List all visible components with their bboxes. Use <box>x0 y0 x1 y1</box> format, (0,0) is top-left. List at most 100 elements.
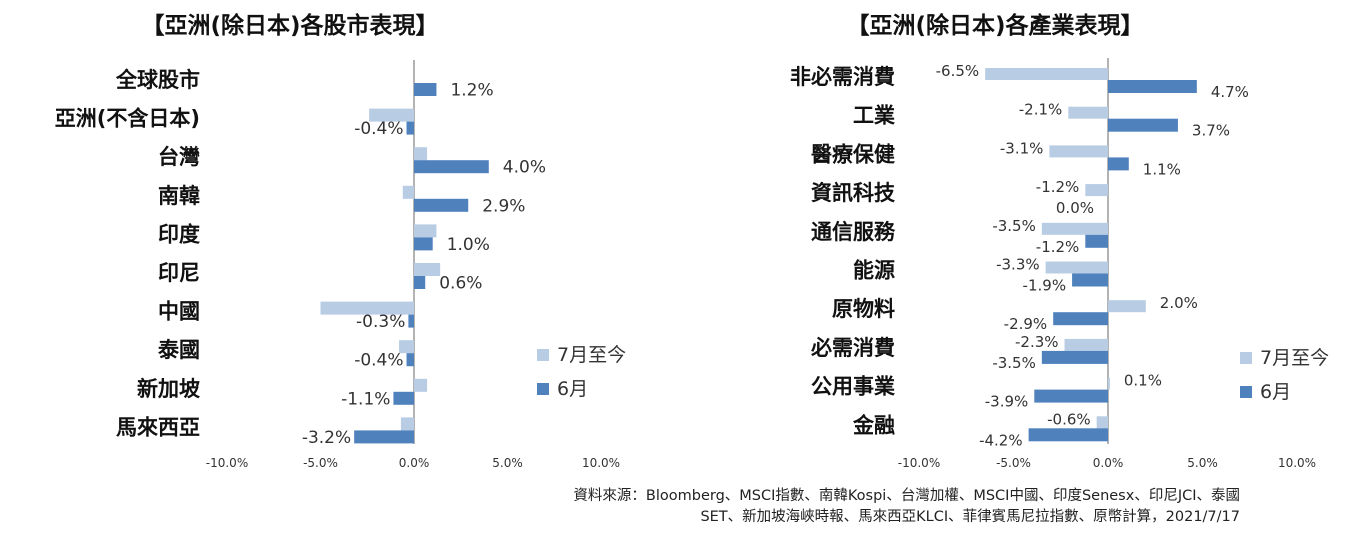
category-label: 南韓 <box>158 184 200 208</box>
category-label: 台灣 <box>158 145 200 169</box>
data-label-7m-to-date: -2.3% <box>1015 333 1059 351</box>
data-label-june: 3.7% <box>1192 122 1230 140</box>
x-tick-label: 5.0% <box>492 456 523 470</box>
data-label-june: -4.2% <box>979 431 1023 449</box>
data-label-7m-to-date: 2.0% <box>1160 294 1198 312</box>
category-label: 金融 <box>852 413 895 437</box>
data-label-june: 4.0% <box>503 158 546 178</box>
bar-7m-to-date <box>1045 261 1108 274</box>
data-label-june: -3.9% <box>985 393 1029 411</box>
data-label-7m-to-date: -0.6% <box>1047 410 1091 428</box>
category-label: 必需消費 <box>811 336 895 360</box>
bar-june <box>414 198 469 212</box>
x-tick-label: 0.0% <box>399 456 430 470</box>
bar-7m-to-date <box>1108 300 1146 313</box>
data-label-june: -2.9% <box>1004 315 1048 333</box>
bar-june <box>408 314 414 328</box>
bar-june <box>414 83 437 96</box>
x-tick-label: -10.0% <box>206 456 248 470</box>
bar-7m-to-date <box>414 378 428 392</box>
bar-june <box>1072 273 1108 287</box>
source-line-1: 資料來源：Bloomberg、MSCI指數、南韓Kospi、台灣加權、MSCI中… <box>573 488 1240 504</box>
data-label-7m-to-date: -6.5% <box>936 62 980 80</box>
legend-label-7m-to-date: 7月至今 <box>1260 347 1329 369</box>
data-label-june: -0.3% <box>356 312 405 332</box>
bar-june <box>406 121 414 135</box>
bar-7m-to-date <box>399 340 414 354</box>
category-label: 印度 <box>158 222 200 246</box>
category-label: 工業 <box>853 104 896 128</box>
data-label-june: -1.1% <box>341 389 390 409</box>
bar-june <box>1034 389 1108 403</box>
data-label-june: -1.2% <box>1036 238 1080 256</box>
bar-june <box>1108 118 1178 132</box>
bar-7m-to-date <box>402 185 414 199</box>
bar-june <box>393 391 414 405</box>
bar-7m-to-date <box>1041 222 1108 235</box>
category-label: 泰國 <box>157 338 200 362</box>
category-label: 通信服務 <box>811 220 896 244</box>
x-tick-label: 10.0% <box>1278 456 1316 470</box>
source-note: 資料來源：Bloomberg、MSCI指數、南韓Kospi、台灣加權、MSCI中… <box>0 486 1240 528</box>
category-label: 公用事業 <box>811 375 896 399</box>
data-label-june: -3.2% <box>302 428 351 448</box>
bar-7m-to-date <box>1049 145 1108 158</box>
bar-june <box>414 160 489 174</box>
category-label: 中國 <box>158 300 200 324</box>
x-tick-label: -10.0% <box>898 456 940 470</box>
category-label: 馬來西亞 <box>116 415 200 439</box>
bar-7m-to-date <box>1085 184 1108 197</box>
data-label-june: 4.7% <box>1211 83 1249 101</box>
legend-swatch-june <box>537 383 549 395</box>
data-label-7m-to-date: -3.3% <box>996 256 1040 274</box>
x-tick-label: -5.0% <box>303 456 338 470</box>
bar-june <box>1053 312 1108 326</box>
category-label: 非必需消費 <box>790 65 895 89</box>
chart-right-title: 【亞洲(除日本)各產業表現】 <box>846 12 1143 39</box>
bar-7m-to-date <box>1096 416 1108 429</box>
chart-left-title: 【亞洲(除日本)各股市表現】 <box>141 12 438 39</box>
bar-june <box>1085 234 1108 248</box>
legend-label-7m-to-date: 7月至今 <box>557 344 626 366</box>
bar-7m-to-date <box>414 224 437 238</box>
data-label-june: 0.6% <box>439 274 482 294</box>
x-tick-label: 5.0% <box>1187 456 1218 470</box>
category-label: 全球股市 <box>115 68 200 92</box>
x-tick-label: 10.0% <box>582 456 620 470</box>
bar-june <box>1028 428 1108 442</box>
bar-june <box>1041 350 1108 364</box>
bar-june <box>1108 157 1129 171</box>
bar-7m-to-date <box>369 108 414 122</box>
category-label: 醫療保健 <box>811 142 895 166</box>
legend-label-june: 6月 <box>1260 381 1291 403</box>
data-label-7m-to-date: -3.1% <box>1000 139 1044 157</box>
data-label-7m-to-date: -2.1% <box>1019 101 1063 119</box>
data-label-june: 1.2% <box>450 81 493 101</box>
chart-right: 【亞洲(除日本)各產業表現】 非必需消費工業醫療保健資訊科技通信服務能源原物料必… <box>790 12 1329 470</box>
bar-june <box>1108 80 1197 93</box>
category-label: 原物料 <box>832 297 895 321</box>
category-label: 印尼 <box>158 261 200 285</box>
bar-june <box>406 353 414 367</box>
bar-7m-to-date <box>1068 106 1108 119</box>
data-label-june: 0.0% <box>1056 199 1094 217</box>
x-tick-label: -5.0% <box>996 456 1031 470</box>
bar-june <box>414 276 426 289</box>
source-line-2: SET、新加坡海峽時報、馬來西亞KLCI、菲律賓馬尼拉指數、原幣計算，2021/… <box>700 509 1240 525</box>
data-label-june: 1.0% <box>447 235 490 255</box>
data-label-june: -3.5% <box>992 354 1036 372</box>
bar-7m-to-date <box>414 147 428 161</box>
bar-june <box>414 237 433 251</box>
bar-7m-to-date <box>320 301 414 315</box>
bar-7m-to-date <box>1108 377 1110 390</box>
legend-swatch-7m-to-date <box>537 349 549 361</box>
bar-7m-to-date <box>985 68 1108 80</box>
legend-swatch-june <box>1240 386 1252 398</box>
bar-7m-to-date <box>414 263 441 276</box>
category-label: 新加坡 <box>137 377 200 401</box>
legend-swatch-7m-to-date <box>1240 352 1252 364</box>
data-label-june: -1.9% <box>1023 277 1067 295</box>
category-label: 亞洲(不含日本) <box>55 107 200 131</box>
data-label-june: -0.4% <box>354 351 403 371</box>
